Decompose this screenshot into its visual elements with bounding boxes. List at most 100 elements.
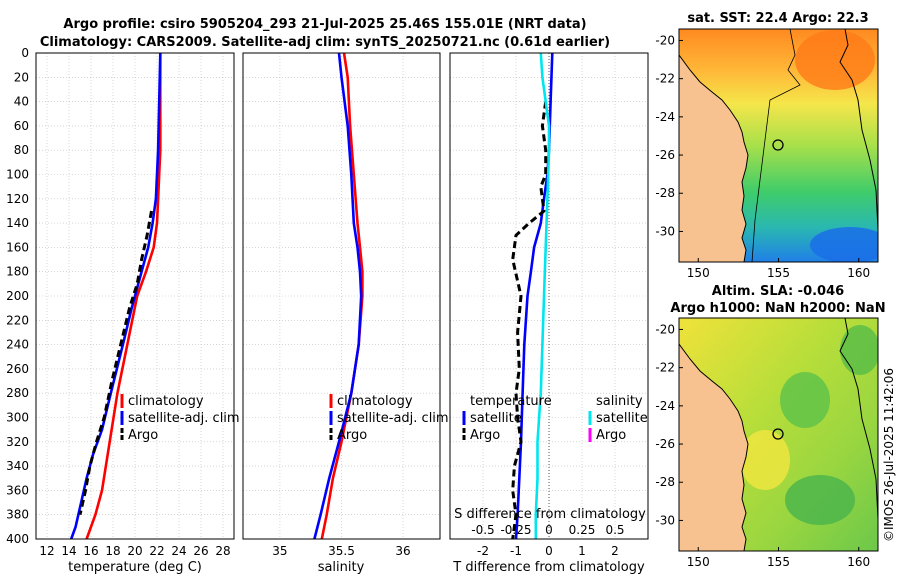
legend-label-climatology: climatology xyxy=(337,394,413,409)
legend-header-salinity: salinity xyxy=(596,394,643,409)
sst-contour-east xyxy=(839,29,878,231)
y-tick-label: 160 xyxy=(6,240,29,254)
y-tick-label: 60 xyxy=(14,119,29,133)
sst-map-ticks: 150 155 160 -20 -22 -24 -26 -28 -30 xyxy=(655,33,870,280)
map-x-tick-label: 150 xyxy=(687,555,710,569)
x-tick-label: 28 xyxy=(215,544,230,558)
x-tick-label: 24 xyxy=(171,544,186,558)
sla-green-blob-1 xyxy=(780,372,830,428)
map-y-tick-label: -24 xyxy=(655,110,675,124)
legend-label-argo: Argo xyxy=(337,428,367,443)
difference-xlabel: T difference from climatology xyxy=(452,560,645,575)
legend-label-t-argo: Argo xyxy=(470,428,500,443)
y-tick-label: 380 xyxy=(6,508,29,522)
series-line-satellite-adj-clim xyxy=(313,52,363,540)
y-tick-label: 180 xyxy=(6,265,29,279)
y-tick-label: 280 xyxy=(6,386,29,400)
sla-map-ticks: 150 155 160 -20 -22 -24 -26 -28 -30 xyxy=(655,322,870,569)
x-tick-label: 20 xyxy=(127,544,142,558)
salinity-xlabel: salinity xyxy=(318,560,365,575)
panel-frame xyxy=(449,52,649,540)
series-line-s-satellite xyxy=(534,52,551,539)
y-tick-label: 220 xyxy=(6,313,29,327)
sla-green-blob-2 xyxy=(840,325,878,375)
temperature-panel: 12 14 16 18 20 22 24 26 28 xyxy=(35,52,235,558)
map-x-tick-label: 160 xyxy=(847,266,870,280)
legend-label-satellite-adj: satellite-adj. clim xyxy=(337,411,449,426)
sla-green-blob-3 xyxy=(785,475,855,525)
series-line-satellite-adj-clim xyxy=(69,52,162,540)
y-tick-label: 400 xyxy=(6,532,29,546)
sst-map-title: sat. SST: 22.4 Argo: 22.3 xyxy=(687,11,868,26)
sst-map: 150 155 160 -20 -22 -24 -26 -28 -30 xyxy=(655,28,879,280)
x-tick-label: 2 xyxy=(611,544,619,558)
y-tick-label: 20 xyxy=(14,70,29,84)
legend-label-s-satellite: satellite xyxy=(596,411,648,426)
depth-tick-labels: 0 20 40 60 80 100 120 140 160 180 200 220 240 260 280 3… xyxy=(6,46,29,546)
sst-warm-patch xyxy=(795,30,875,90)
map-y-tick-label: -28 xyxy=(655,186,675,200)
s-diff-tick-label: 0.5 xyxy=(605,523,624,537)
x-tick-label: 12 xyxy=(39,544,54,558)
y-tick-label: 260 xyxy=(6,362,29,376)
x-tick-label: 26 xyxy=(193,544,208,558)
salinity-panel: 35 35.5 36 xyxy=(242,52,441,558)
map-x-tick-label: 150 xyxy=(687,266,710,280)
map-y-tick-label: -22 xyxy=(655,72,675,86)
map-y-tick-label: -30 xyxy=(655,224,675,238)
sst-contour-west xyxy=(751,29,801,262)
map-x-tick-label: 155 xyxy=(767,555,790,569)
y-tick-label: 300 xyxy=(6,411,29,425)
s-diff-tick-label: 0.25 xyxy=(569,523,596,537)
x-tick-label: -1 xyxy=(510,544,522,558)
temperature-legend: climatology satellite-adj. clim Argo xyxy=(120,394,240,443)
map-y-tick-label: -28 xyxy=(655,475,675,489)
salinity-legend: climatology satellite-adj. clim Argo xyxy=(329,394,449,443)
argo-position-marker xyxy=(772,139,784,151)
series-line-climatology xyxy=(85,53,162,540)
sla-map-title-line2: Argo h1000: NaN h2000: NaN xyxy=(670,301,885,316)
y-tick-label: 320 xyxy=(6,435,29,449)
y-tick-label: 120 xyxy=(6,192,29,206)
map-y-tick-label: -20 xyxy=(655,33,675,47)
legend-label-t-satellite: satellite xyxy=(470,411,522,426)
s-difference-label: S difference from climatology xyxy=(454,507,646,522)
y-tick-label: 80 xyxy=(14,143,29,157)
legend-label-climatology: climatology xyxy=(128,394,204,409)
x-tick-label: 35 xyxy=(272,544,287,558)
map-y-tick-label: -26 xyxy=(655,148,675,162)
y-tick-label: 0 xyxy=(21,46,29,60)
figure-title-line2: Climatology: CARS2009. Satellite-adj cli… xyxy=(40,35,610,50)
map-y-tick-label: -24 xyxy=(655,399,675,413)
land-australia-2 xyxy=(679,343,749,551)
sst-cool-patch xyxy=(810,227,878,262)
map-y-tick-label: -20 xyxy=(655,322,675,336)
map-y-tick-label: -30 xyxy=(655,513,675,527)
sla-yellow-blob xyxy=(740,430,790,490)
series-line-argo xyxy=(78,210,153,516)
legend-label-satellite-adj: satellite-adj. clim xyxy=(128,411,240,426)
legend-label-s-argo: Argo xyxy=(596,428,626,443)
y-tick-label: 200 xyxy=(6,289,29,303)
panel-frame xyxy=(35,52,235,540)
x-tick-label: 16 xyxy=(83,544,98,558)
x-tick-label: -2 xyxy=(477,544,489,558)
sla-contour-east xyxy=(839,318,878,520)
imos-timestamp: ©IMOS 26-Jul-2025 11:42:06 xyxy=(882,368,896,542)
panel-frame xyxy=(242,52,441,540)
y-tick-label: 360 xyxy=(6,483,29,497)
legend-label-argo: Argo xyxy=(128,428,158,443)
argo-position-marker-2 xyxy=(772,428,784,440)
difference-legend: temperature satellite Argo salinity sate… xyxy=(462,394,648,443)
land-australia xyxy=(679,54,749,262)
series-line-t-argo xyxy=(511,101,548,540)
map-y-tick-label: -22 xyxy=(655,361,675,375)
map-y-tick-label: -26 xyxy=(655,437,675,451)
x-tick-label: 18 xyxy=(105,544,120,558)
legend-header-temperature: temperature xyxy=(470,394,552,409)
map-x-tick-label: 160 xyxy=(847,555,870,569)
sla-map: 150 155 160 -20 -22 -24 -26 -28 -30 xyxy=(655,317,879,569)
temperature-xlabel: temperature (deg C) xyxy=(68,560,202,575)
y-tick-label: 140 xyxy=(6,216,29,230)
